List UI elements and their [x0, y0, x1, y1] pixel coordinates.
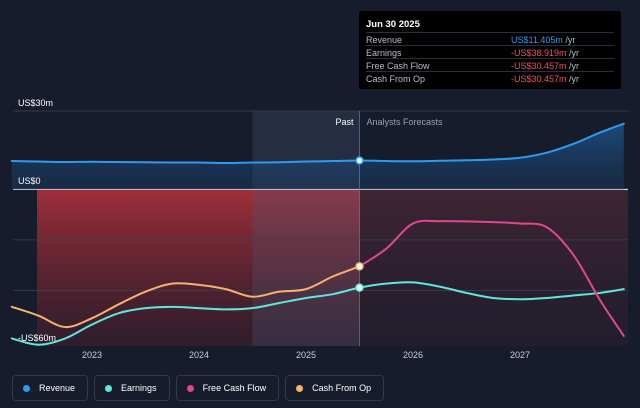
x-tick-2024: 2024	[189, 350, 209, 360]
series-line-earnings	[10, 281, 625, 346]
x-tick-2025: 2025	[296, 350, 316, 360]
legend: Revenue Earnings Free Cash Flow Cash Fro…	[12, 375, 385, 401]
y-label-top: US$30m	[18, 98, 53, 108]
tooltip-value: -US$30.457m /yr	[511, 61, 580, 71]
y-label-bottom: -US$60m	[18, 333, 56, 343]
tooltip-row-revenue: Revenue US$11.405m /yr	[366, 32, 614, 46]
legend-dot-icon	[105, 384, 113, 392]
negative-area-past	[37, 189, 360, 346]
y-label-zero: US$0	[18, 176, 41, 186]
legend-label: Free Cash Flow	[202, 383, 267, 393]
tooltip-row-earnings: Earnings -US$38.919m /yr	[366, 45, 614, 59]
series-line-cash-from-op	[10, 265, 361, 329]
highlight-band	[252, 111, 360, 346]
tooltip-label: Cash From Op	[366, 74, 426, 84]
legend-item-revenue[interactable]: Revenue	[12, 375, 89, 401]
series-line-revenue	[10, 122, 625, 165]
x-tick-2026: 2026	[403, 350, 423, 360]
tooltip-label: Revenue	[366, 35, 403, 45]
x-tick-2027: 2027	[510, 350, 530, 360]
legend-item-free-cash-flow[interactable]: Free Cash Flow	[175, 375, 280, 401]
tooltip-label: Earnings	[366, 48, 402, 58]
tooltip-date: Jun 30 2025	[366, 19, 420, 30]
legend-dot-icon	[296, 384, 304, 392]
x-tick-2023: 2023	[82, 350, 102, 360]
tooltip-value: US$11.405m /yr	[511, 35, 576, 45]
marker-earnings	[355, 283, 364, 292]
legend-item-earnings[interactable]: Earnings	[94, 375, 170, 401]
series-line-free-cash-flow	[358, 219, 625, 337]
legend-dot-icon	[186, 384, 194, 392]
legend-dot-icon	[23, 384, 30, 392]
tooltip-row-cash-from-op: Cash From Op -US$30.457m /yr	[366, 71, 614, 85]
legend-label: Cash From Op	[312, 383, 372, 393]
forecast-label: Analysts Forecasts	[367, 117, 444, 127]
tooltip-value: -US$30.457m /yr	[511, 74, 580, 84]
tooltip-row-free-cash-flow: Free Cash Flow -US$30.457m /yr	[366, 58, 614, 72]
legend-label: Earnings	[121, 383, 157, 393]
revenue-area	[11, 123, 624, 190]
negative-area-forecast	[359, 189, 628, 346]
tooltip-value: -US$38.919m /yr	[511, 48, 580, 58]
marker-cash-from-op	[355, 262, 364, 271]
legend-label: Revenue	[39, 383, 76, 393]
legend-item-cash-from-op[interactable]: Cash From Op	[285, 375, 385, 401]
marker-revenue	[355, 156, 364, 165]
past-label: Past	[335, 117, 354, 127]
tooltip-label: Free Cash Flow	[366, 61, 430, 71]
tooltip: Jun 30 2025 Revenue US$11.405m /yr Earni…	[359, 11, 621, 89]
